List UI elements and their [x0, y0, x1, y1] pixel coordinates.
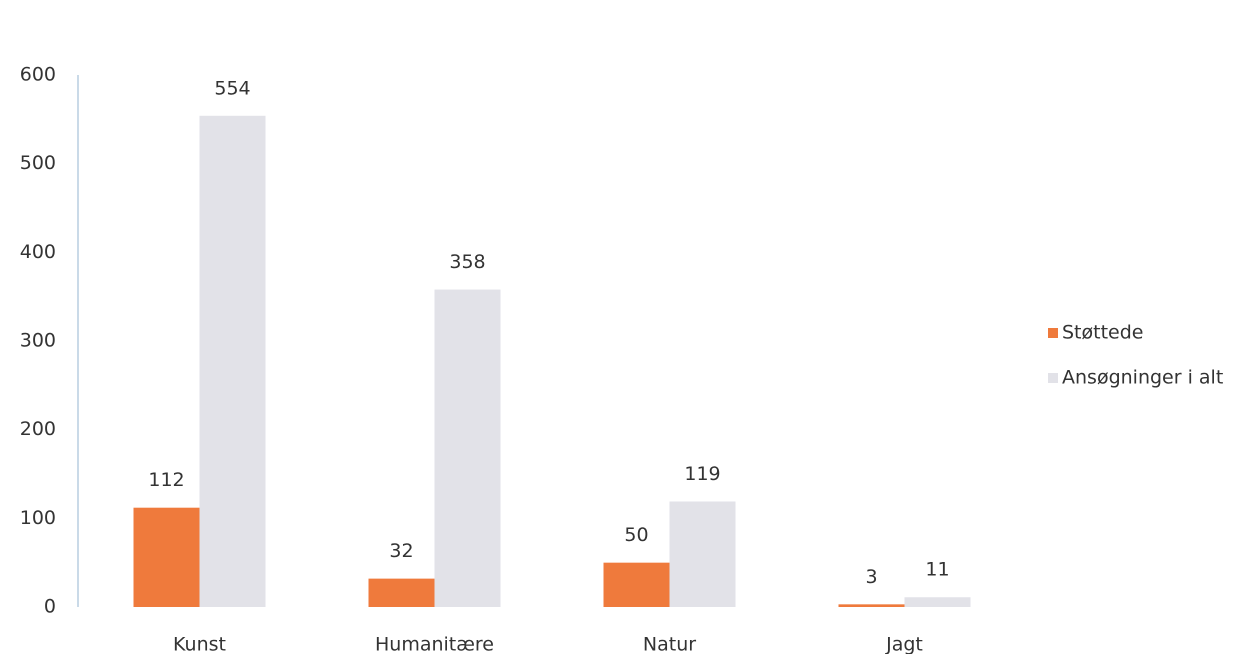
bar: [434, 289, 501, 607]
x-tick-label: Jagt: [885, 634, 923, 655]
y-tick-label: 400: [20, 241, 56, 263]
legend-swatch: [1048, 328, 1058, 338]
data-label: 358: [449, 251, 485, 273]
y-tick-label: 200: [20, 418, 56, 440]
legend-label: Støttede: [1062, 322, 1143, 344]
y-tick-label: 300: [20, 330, 56, 352]
bar: [838, 604, 905, 607]
bar: [199, 115, 266, 607]
legend-swatch: [1048, 373, 1058, 383]
x-tick-label: Kunst: [173, 634, 226, 655]
bar: [904, 597, 971, 607]
y-tick-label: 0: [44, 596, 56, 618]
bar: [669, 501, 736, 607]
x-tick-label: Natur: [643, 634, 696, 655]
x-tick-label: Humanitære: [375, 634, 494, 655]
y-tick-label: 100: [20, 507, 56, 529]
y-tick-label: 600: [20, 64, 56, 86]
bar: [368, 578, 435, 607]
data-label: 554: [214, 77, 250, 99]
legend-label: Ansøgninger i alt: [1062, 367, 1223, 389]
data-label: 119: [684, 463, 720, 485]
bar: [603, 562, 670, 607]
bar: [133, 507, 200, 607]
data-label: 112: [148, 469, 184, 491]
y-tick-label: 500: [20, 152, 56, 174]
data-label: 50: [624, 524, 648, 546]
data-label: 11: [925, 559, 949, 581]
data-label: 3: [865, 566, 877, 588]
data-label: 32: [389, 540, 413, 562]
